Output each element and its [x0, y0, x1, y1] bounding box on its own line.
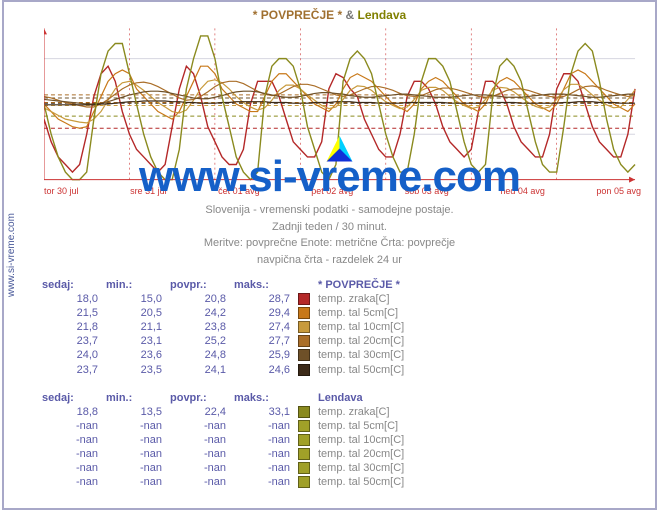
legend-swatch [298, 335, 310, 347]
table-row: 24,023,624,825,9 temp. tal 30cm[C] [38, 348, 621, 362]
title-amp: & [346, 8, 355, 22]
table-row: -nan-nan-nan-nan temp. tal 5cm[C] [38, 419, 621, 433]
legend-swatch [298, 476, 310, 488]
col-header: sedaj: [38, 391, 102, 405]
subtitle-line: navpična črta - razdelek 24 ur [4, 252, 655, 269]
x-tick: čet 01 avg [218, 186, 260, 196]
col-header: min.: [102, 278, 166, 292]
subtitle-line: Slovenija - vremenski podatki - samodejn… [4, 202, 655, 219]
x-tick: sob 03 avg [405, 186, 449, 196]
table-row: -nan-nan-nan-nan temp. tal 20cm[C] [38, 447, 621, 461]
legend-label: temp. tal 5cm[C] [314, 306, 621, 320]
legend-label: temp. tal 20cm[C] [314, 334, 621, 348]
legend-swatch [298, 293, 310, 305]
legend-label: temp. tal 50cm[C] [314, 475, 621, 489]
subtitle-line: Zadnji teden / 30 minut. [4, 219, 655, 236]
legend-swatch [298, 321, 310, 333]
table-row: -nan-nan-nan-nan temp. tal 10cm[C] [38, 433, 621, 447]
x-tick: ned 04 avg [500, 186, 545, 196]
table-row: 21,520,524,229,4 temp. tal 5cm[C] [38, 306, 621, 320]
group-title: * POVPREČJE * [314, 278, 621, 292]
table-row: -nan-nan-nan-nan temp. tal 30cm[C] [38, 461, 621, 475]
table-row: 18,015,020,828,7 temp. zraka[C] [38, 292, 621, 306]
legend-swatch [298, 420, 310, 432]
line-chart: 2030 [44, 24, 641, 184]
subtitle-line: Meritve: povprečne Enote: metrične Črta:… [4, 235, 655, 252]
chart-frame: www.si-vreme.com * POVPREČJE * & Lendava… [2, 0, 657, 510]
title-station: Lendava [358, 8, 407, 22]
col-header: min.: [102, 391, 166, 405]
side-link[interactable]: www.si-vreme.com [6, 213, 17, 297]
table-row: 21,821,123,827,4 temp. tal 10cm[C] [38, 320, 621, 334]
legend-label: temp. zraka[C] [314, 405, 621, 419]
legend-swatch [298, 349, 310, 361]
table-row: -nan-nan-nan-nan temp. tal 50cm[C] [38, 475, 621, 489]
legend-label: temp. tal 30cm[C] [314, 348, 621, 362]
legend-swatch [298, 406, 310, 418]
chart-subtitle: Slovenija - vremenski podatki - samodejn… [4, 202, 655, 268]
legend-swatch [298, 364, 310, 376]
table-row: 23,723,524,124,6 temp. tal 50cm[C] [38, 362, 621, 376]
legend-swatch [298, 448, 310, 460]
title-avg: * POVPREČJE * [253, 8, 342, 22]
col-header: maks.: [230, 391, 294, 405]
col-header: povpr.: [166, 391, 230, 405]
x-tick: sre 31 jul [130, 186, 167, 196]
legend-label: temp. tal 5cm[C] [314, 419, 621, 433]
col-header: sedaj: [38, 278, 102, 292]
legend-label: temp. zraka[C] [314, 292, 621, 306]
group-title: Lendava [314, 391, 621, 405]
col-header: maks.: [230, 278, 294, 292]
x-tick: pon 05 avg [596, 186, 641, 196]
x-axis-labels: tor 30 jul sre 31 jul čet 01 avg pet 02 avg… [44, 184, 641, 196]
legend-label: temp. tal 30cm[C] [314, 461, 621, 475]
x-tick: tor 30 jul [44, 186, 79, 196]
chart-area: 2030 [44, 24, 641, 184]
legend-swatch [298, 307, 310, 319]
legend-label: temp. tal 20cm[C] [314, 447, 621, 461]
legend-label: temp. tal 10cm[C] [314, 433, 621, 447]
x-tick: pet 02 avg [311, 186, 353, 196]
chart-title: * POVPREČJE * & Lendava [4, 2, 655, 24]
data-tables: sedaj: min.: povpr.: maks.: * POVPREČJE … [38, 278, 621, 489]
legend-swatch [298, 434, 310, 446]
table-row: 23,723,125,227,7 temp. tal 20cm[C] [38, 334, 621, 348]
col-header: povpr.: [166, 278, 230, 292]
legend-swatch [298, 462, 310, 474]
legend-label: temp. tal 10cm[C] [314, 320, 621, 334]
table-row: 18,813,522,433,1 temp. zraka[C] [38, 405, 621, 419]
legend-label: temp. tal 50cm[C] [314, 362, 621, 376]
